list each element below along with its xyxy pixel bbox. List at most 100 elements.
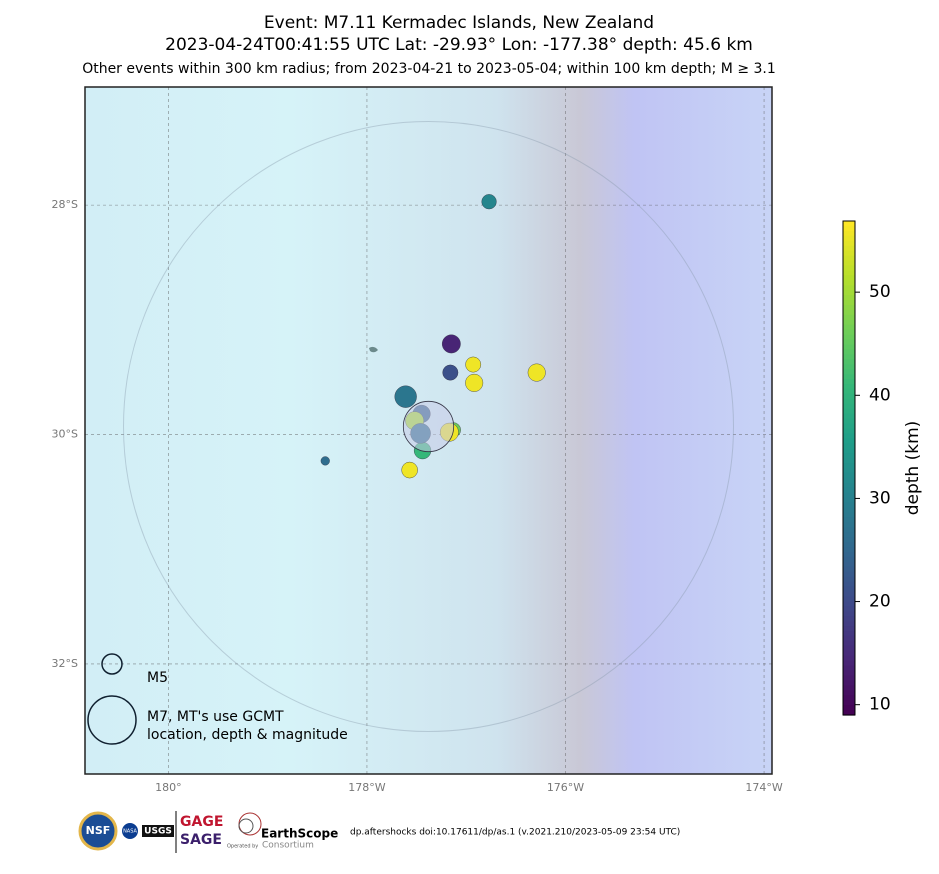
- colorbar-tick-label: 50: [869, 282, 891, 302]
- colorbar-segment: [843, 270, 855, 276]
- colorbar-segment: [843, 290, 855, 296]
- colorbar-segment: [843, 601, 855, 607]
- colorbar-segment: [843, 566, 855, 573]
- colorbar-segment: [843, 640, 855, 647]
- colorbar-label: depth (km): [903, 421, 923, 516]
- colorbar-segment: [843, 710, 855, 716]
- colorbar-segment: [843, 705, 855, 711]
- colorbar-segment: [843, 448, 855, 454]
- logo-text: USGS: [144, 827, 172, 837]
- footer-note: dp.aftershocks doi:10.17611/dp/as.1 (v.2…: [350, 828, 680, 838]
- colorbar-segment: [843, 591, 855, 598]
- colorbar-segment: [843, 280, 855, 286]
- colorbar-segment: [843, 359, 855, 365]
- logo-text: NSF: [86, 824, 111, 837]
- colorbar-segment: [843, 309, 855, 316]
- legend-label: M5: [147, 670, 168, 686]
- event-marker: [481, 194, 497, 210]
- colorbar-segment: [843, 433, 855, 439]
- event-marker: [465, 373, 484, 392]
- colorbar-segment: [843, 616, 855, 622]
- colorbar-segment: [843, 611, 855, 617]
- logo: [78, 811, 118, 851]
- colorbar-segment: [843, 631, 855, 637]
- event-marker: [465, 356, 482, 373]
- colorbar-segment: [843, 492, 855, 499]
- colorbar-segment: [843, 497, 855, 504]
- x-tick-label: 178°W: [348, 781, 385, 794]
- event-marker: [527, 363, 546, 382]
- colorbar-tick-label: 20: [869, 592, 891, 612]
- logo-text: EarthScope: [261, 827, 338, 841]
- colorbar-segment: [843, 547, 855, 553]
- colorbar-segment: [843, 635, 855, 642]
- chart-title: Event: M7.11 Kermadec Islands, New Zeala…: [264, 13, 654, 33]
- colorbar-segment: [843, 685, 855, 691]
- colorbar-segment: [843, 393, 855, 400]
- logo-text: NASA: [123, 829, 137, 835]
- colorbar-segment: [843, 581, 855, 588]
- logo-text: GAGE: [180, 814, 223, 830]
- colorbar-segment: [843, 665, 855, 672]
- colorbar-segment: [843, 354, 855, 360]
- colorbar-segment: [843, 507, 855, 514]
- colorbar-segment: [843, 369, 855, 375]
- x-tick-label: 180°: [155, 781, 182, 794]
- colorbar-segment: [843, 379, 855, 385]
- colorbar-segment: [843, 329, 855, 336]
- colorbar-segment: [843, 339, 855, 346]
- colorbar-segment: [843, 512, 855, 518]
- colorbar-segment: [843, 463, 855, 469]
- colorbar-segment: [843, 418, 855, 425]
- logo-text: Operated by: [227, 844, 258, 850]
- colorbar-segment: [843, 245, 855, 252]
- y-tick-label: 30°S: [52, 428, 78, 441]
- colorbar-segment: [843, 428, 855, 435]
- chart-title: 2023-04-24T00:41:55 UTC Lat: -29.93° Lon…: [165, 35, 753, 55]
- colorbar-tick-label: 10: [869, 695, 891, 715]
- colorbar-segment: [843, 468, 855, 474]
- colorbar-segment: [843, 690, 855, 696]
- colorbar-segment: [843, 443, 855, 449]
- colorbar-segment: [843, 537, 855, 543]
- colorbar-segment: [843, 487, 855, 494]
- mainshock-marker: [402, 400, 455, 453]
- legend-label: M7, MT's use GCMT: [147, 709, 284, 725]
- colorbar-segment: [843, 319, 855, 326]
- x-tick-label: 174°W: [745, 781, 782, 794]
- x-tick-label: 176°W: [547, 781, 584, 794]
- map-frame: [84, 86, 773, 775]
- colorbar-segment: [843, 398, 855, 405]
- colorbar-segment: [843, 517, 855, 523]
- colorbar-segment: [843, 403, 855, 410]
- colorbar-segment: [843, 230, 855, 237]
- colorbar-segment: [843, 344, 855, 351]
- colorbar-segment: [843, 225, 855, 232]
- colorbar-segment: [843, 260, 855, 267]
- colorbar-segment: [843, 438, 855, 444]
- chart-subtitle: Other events within 300 km radius; from …: [82, 61, 776, 77]
- colorbar-segment: [843, 413, 855, 420]
- event-marker: [441, 334, 461, 354]
- colorbar-segment: [843, 334, 855, 341]
- colorbar-segment: [843, 561, 855, 568]
- legend-symbol: [87, 695, 137, 745]
- colorbar-segment: [843, 650, 855, 657]
- colorbar-segment: [843, 408, 855, 415]
- colorbar-segment: [843, 265, 855, 271]
- event-marker: [442, 364, 459, 381]
- colorbar-segment: [843, 453, 855, 459]
- colorbar-segment: [843, 458, 855, 464]
- legend-label: location, depth & magnitude: [147, 727, 348, 743]
- colorbar-segment: [843, 655, 855, 662]
- colorbar-segment: [843, 502, 855, 509]
- colorbar-segment: [843, 374, 855, 380]
- logo-text: Consortium: [262, 841, 314, 851]
- event-marker: [394, 385, 417, 408]
- search-radius: [123, 120, 734, 732]
- colorbar-segment: [843, 680, 855, 686]
- colorbar-segment: [843, 285, 855, 291]
- colorbar-segment: [843, 675, 855, 682]
- colorbar-segment: [843, 551, 855, 558]
